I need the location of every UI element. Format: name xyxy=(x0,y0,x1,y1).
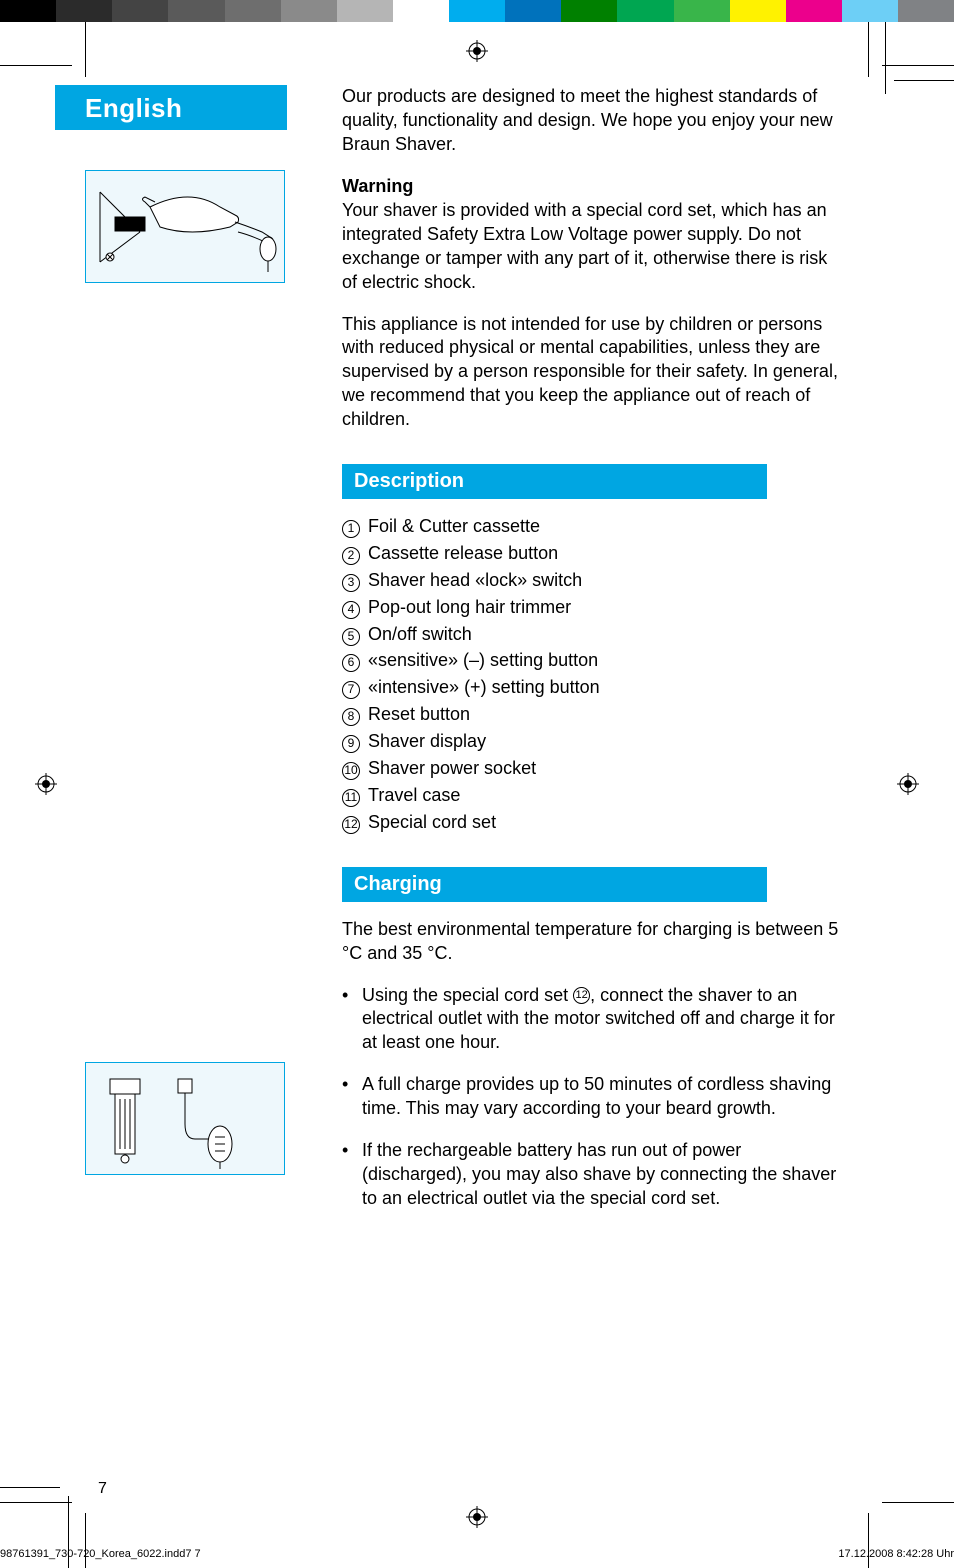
description-item: 5On/off switch xyxy=(342,623,842,647)
item-number-icon: 3 xyxy=(342,574,360,592)
page-number: 7 xyxy=(98,1480,107,1498)
warning-text-2: This appliance is not intended for use b… xyxy=(342,313,842,433)
description-item: 1Foil & Cutter cassette xyxy=(342,515,842,539)
charging-bullet-3: If the rechargeable battery has run out … xyxy=(342,1139,842,1211)
color-calibration-bar xyxy=(0,0,954,22)
description-item: 6«sensitive» (–) setting button xyxy=(342,649,842,673)
registration-mark-icon xyxy=(466,1506,488,1528)
item-number-icon: 6 xyxy=(342,654,360,672)
description-item: 12Special cord set xyxy=(342,811,842,835)
item-number-icon: 9 xyxy=(342,735,360,753)
charging-intro: The best environmental temperature for c… xyxy=(342,918,842,966)
description-item: 10Shaver power socket xyxy=(342,757,842,781)
registration-mark-icon xyxy=(897,773,919,795)
footer-filename: 98761391_730-720_Korea_6022.indd7 7 xyxy=(0,1548,201,1560)
footer-timestamp: 17.12.2008 8:42:28 Uhr xyxy=(838,1548,954,1560)
charging-bullet-2: A full charge provides up to 50 minutes … xyxy=(342,1073,842,1121)
item-number-icon: 7 xyxy=(342,681,360,699)
language-tab: English xyxy=(55,85,287,130)
item-number-icon: 5 xyxy=(342,628,360,646)
registration-mark-icon xyxy=(35,773,57,795)
description-item: 2Cassette release button xyxy=(342,542,842,566)
description-header: Description xyxy=(342,464,767,499)
charging-illustration xyxy=(85,1062,285,1175)
cord-stop-illustration: STOP xyxy=(85,170,285,283)
item-number-icon: 12 xyxy=(342,816,360,834)
registration-mark-icon xyxy=(466,40,488,62)
item-number-icon: 1 xyxy=(342,520,360,538)
description-item: 11Travel case xyxy=(342,784,842,808)
item-number-icon: 4 xyxy=(342,601,360,619)
description-item: 3Shaver head «lock» switch xyxy=(342,569,842,593)
description-list: 1Foil & Cutter cassette 2Cassette release… xyxy=(342,515,842,835)
intro-text: Our products are designed to meet the hi… xyxy=(342,85,842,157)
description-item: 8Reset button xyxy=(342,703,842,727)
charging-header: Charging xyxy=(342,867,767,902)
charging-bullet-1: Using the special cord set 12, connect t… xyxy=(342,984,842,1056)
description-item: 4Pop-out long hair trimmer xyxy=(342,596,842,620)
description-item: 7«intensive» (+) setting button xyxy=(342,676,842,700)
item-number-icon: 8 xyxy=(342,708,360,726)
ref-num-12: 12 xyxy=(573,987,590,1004)
item-number-icon: 10 xyxy=(342,762,360,780)
stop-label: STOP xyxy=(116,220,143,231)
item-number-icon: 11 xyxy=(342,789,360,807)
description-item: 9Shaver display xyxy=(342,730,842,754)
warning-title: Warning xyxy=(342,176,413,196)
warning-text-1: Your shaver is provided with a special c… xyxy=(342,200,827,292)
item-number-icon: 2 xyxy=(342,547,360,565)
